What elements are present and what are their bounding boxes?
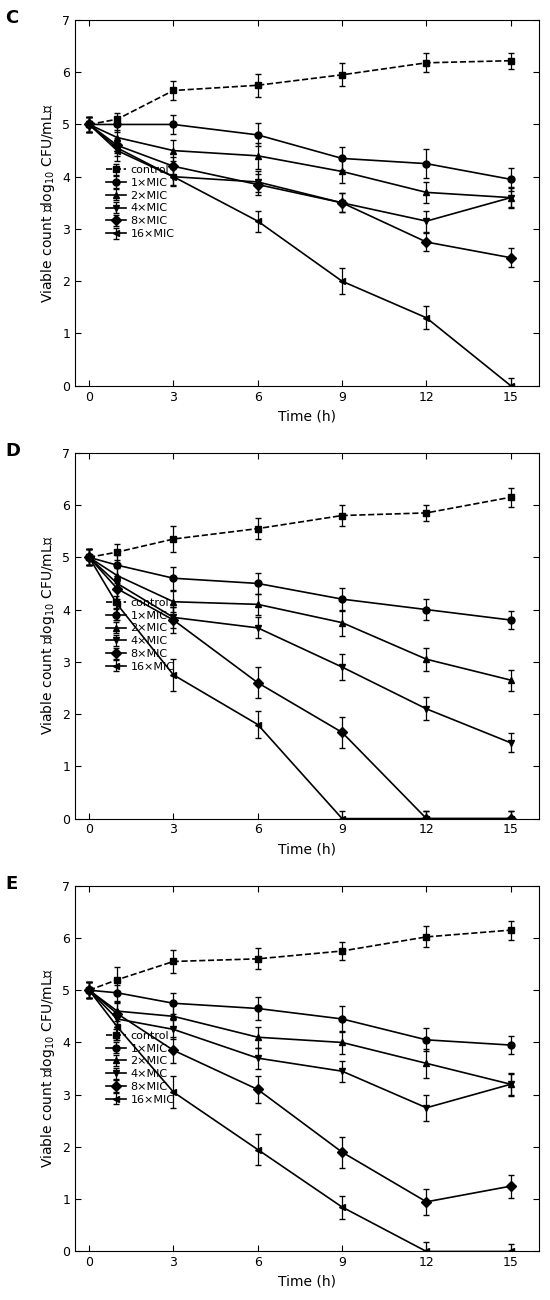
Legend: control, 1×MIC, 2×MIC, 4×MIC, 8×MIC, 16×MIC: control, 1×MIC, 2×MIC, 4×MIC, 8×MIC, 16×…: [104, 162, 177, 242]
Text: E: E: [6, 875, 18, 893]
Legend: control, 1×MIC, 2×MIC, 4×MIC, 8×MIC, 16×MIC: control, 1×MIC, 2×MIC, 4×MIC, 8×MIC, 16×…: [104, 1028, 177, 1106]
X-axis label: Time (h): Time (h): [278, 1275, 336, 1288]
Y-axis label: Viable count （log$_{10}$ CFU/mL）: Viable count （log$_{10}$ CFU/mL）: [39, 536, 57, 736]
Text: C: C: [6, 9, 19, 27]
Legend: control, 1×MIC, 2×MIC, 4×MIC, 8×MIC, 16×MIC: control, 1×MIC, 2×MIC, 4×MIC, 8×MIC, 16×…: [104, 595, 177, 673]
X-axis label: Time (h): Time (h): [278, 410, 336, 422]
Text: D: D: [6, 442, 20, 460]
Y-axis label: Viable count （log$_{10}$ CFU/mL）: Viable count （log$_{10}$ CFU/mL）: [39, 103, 57, 303]
X-axis label: Time (h): Time (h): [278, 842, 336, 855]
Y-axis label: Viable count （log$_{10}$ CFU/mL）: Viable count （log$_{10}$ CFU/mL）: [39, 968, 57, 1169]
